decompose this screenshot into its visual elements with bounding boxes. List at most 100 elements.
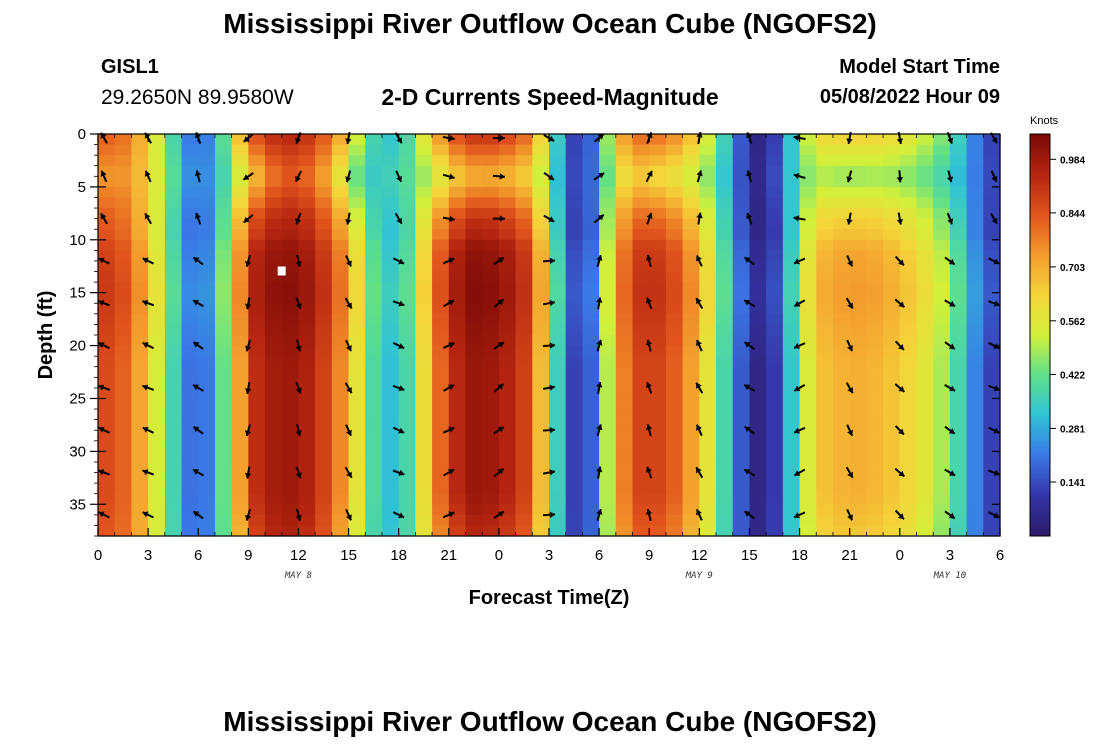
heatmap-cell xyxy=(699,208,717,220)
heatmap-cell xyxy=(749,419,767,431)
heatmap-cell xyxy=(532,398,550,410)
heatmap-cell xyxy=(766,260,784,273)
heatmap-cell xyxy=(248,239,266,251)
heatmap-cell xyxy=(448,461,467,474)
heatmap-cell xyxy=(682,483,700,495)
heatmap-cell xyxy=(131,313,149,326)
current-arrow xyxy=(894,509,905,520)
heatmap-cell xyxy=(949,324,968,336)
heatmap-cell xyxy=(315,250,333,262)
heatmap-cell xyxy=(265,324,283,336)
heatmap-cell xyxy=(265,504,283,516)
heatmap-cell xyxy=(198,324,216,336)
heatmap-cell xyxy=(448,472,467,484)
heatmap-cell xyxy=(432,176,450,188)
heatmap-cell xyxy=(214,250,233,262)
heatmap-cell xyxy=(832,229,851,241)
heatmap-cell xyxy=(716,387,734,400)
heatmap-cell xyxy=(265,387,283,400)
heatmap-cell xyxy=(148,377,166,389)
heatmap-cell xyxy=(315,430,333,442)
heatmap-cell xyxy=(214,134,233,146)
heatmap-cell xyxy=(699,366,717,378)
heatmap-cell xyxy=(933,218,951,230)
heatmap-cell xyxy=(966,197,984,209)
heatmap-cell xyxy=(649,366,667,378)
heatmap-cell xyxy=(916,483,934,495)
heatmap-cell xyxy=(348,208,366,220)
heatmap-cell xyxy=(164,282,183,294)
heatmap-cell xyxy=(114,514,132,527)
heatmap-cell xyxy=(181,345,199,357)
heatmap-cell xyxy=(298,335,316,347)
heatmap-cell xyxy=(665,282,684,294)
heatmap-cell xyxy=(365,303,383,315)
heatmap-cell xyxy=(883,218,901,230)
heatmap-cell xyxy=(949,525,968,537)
heatmap-cell xyxy=(599,239,617,251)
heatmap-cell xyxy=(682,345,700,357)
y-tick-label: 25 xyxy=(69,391,86,408)
heatmap-cell xyxy=(749,356,767,368)
heatmap-cell xyxy=(164,472,183,484)
heatmap-cell xyxy=(381,419,400,431)
heatmap-cell xyxy=(565,229,583,241)
heatmap-cell xyxy=(515,134,533,146)
heatmap-cell xyxy=(632,514,650,527)
heatmap-cell xyxy=(498,514,517,527)
heatmap-cell xyxy=(849,504,867,516)
heatmap-cell xyxy=(632,303,650,315)
heatmap-cell xyxy=(248,186,266,199)
heatmap-cell xyxy=(782,271,801,283)
heatmap-cell xyxy=(732,345,751,357)
heatmap-cell xyxy=(565,134,583,146)
heatmap-cell xyxy=(699,525,717,537)
heatmap-cell xyxy=(381,430,400,442)
heatmap-cell xyxy=(699,451,717,463)
heatmap-cell xyxy=(515,472,533,484)
heatmap-cell xyxy=(231,461,249,474)
heatmap-cell xyxy=(498,440,517,452)
heatmap-cell xyxy=(883,239,901,251)
heatmap-cell xyxy=(632,271,650,283)
heatmap-cell xyxy=(331,144,350,156)
current-arrow xyxy=(645,424,653,437)
heatmap-cell xyxy=(315,451,333,463)
heatmap-cell xyxy=(565,525,583,537)
heatmap-cell xyxy=(615,218,634,230)
heatmap-cell xyxy=(465,345,483,357)
heatmap-cell xyxy=(131,239,149,251)
heatmap-cell xyxy=(899,313,918,326)
heatmap-cell xyxy=(682,218,700,230)
heatmap-cell xyxy=(231,155,249,167)
heatmap-cell xyxy=(799,155,817,167)
heatmap-cell xyxy=(582,176,600,188)
heatmap-cell xyxy=(832,504,851,516)
heatmap-cell xyxy=(716,461,734,474)
heatmap-cell xyxy=(348,250,366,262)
heatmap-cell xyxy=(782,313,801,326)
heatmap-cell xyxy=(799,303,817,315)
heatmap-cell xyxy=(348,282,366,294)
current-arrow xyxy=(492,215,505,222)
current-arrow xyxy=(98,469,110,476)
x-tick-label: 0 xyxy=(495,547,503,564)
heatmap-cell xyxy=(966,144,984,156)
heatmap-cell xyxy=(899,134,918,146)
current-arrow xyxy=(245,297,252,310)
current-arrow xyxy=(192,341,204,350)
heatmap-cell xyxy=(799,483,817,495)
heatmap-cell xyxy=(799,493,817,505)
heatmap-cell xyxy=(348,144,366,156)
heatmap-cell xyxy=(315,387,333,400)
heatmap-cell xyxy=(198,292,216,304)
heatmap-cell xyxy=(699,419,717,431)
heatmap-cell xyxy=(148,461,166,474)
heatmap-cell xyxy=(565,176,583,188)
heatmap-cell xyxy=(348,229,366,241)
heatmap-cell xyxy=(532,345,550,357)
heatmap-cell xyxy=(448,525,467,537)
heatmap-cell xyxy=(415,155,433,167)
heatmap-cell xyxy=(298,197,316,209)
heatmap-cell xyxy=(782,366,801,378)
